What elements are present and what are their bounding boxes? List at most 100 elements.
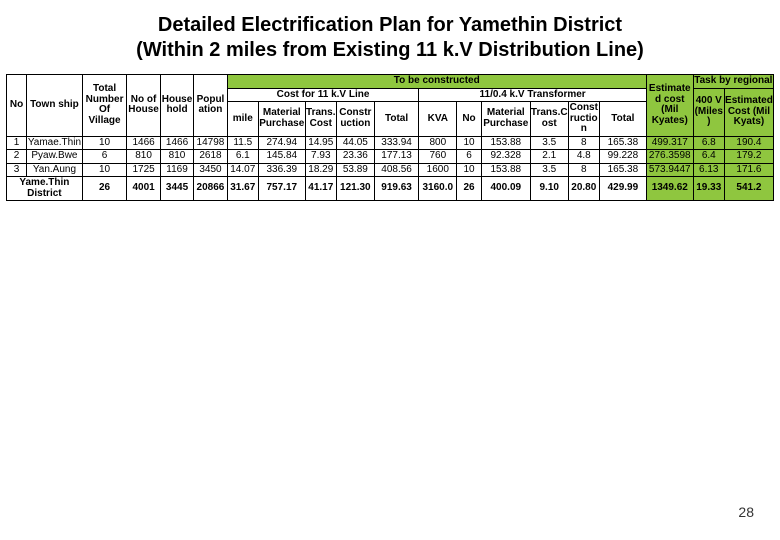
footer-cell-trans_cost2: 9.10 bbox=[530, 177, 568, 201]
footer-cell-population: 20866 bbox=[194, 177, 227, 201]
cell-house_hold: 1169 bbox=[160, 163, 193, 177]
cell-no: 1 bbox=[7, 136, 27, 150]
cell-mat_purchase1: 274.94 bbox=[258, 136, 305, 150]
footer-cell-mile: 31.67 bbox=[227, 177, 258, 201]
page-title-line2: (Within 2 miles from Existing 11 k.V Dis… bbox=[0, 39, 780, 74]
cell-population: 14798 bbox=[194, 136, 227, 150]
cell-kva: 1600 bbox=[419, 163, 457, 177]
cell-mile: 6.1 bbox=[227, 150, 258, 164]
hdr-construction-2: Construction bbox=[568, 102, 599, 137]
electrification-table: No Town ship Total Number Of Village No … bbox=[6, 74, 774, 201]
cell-township: Pyaw.Bwe bbox=[27, 150, 83, 164]
hdr-no-house: No of House bbox=[127, 75, 160, 137]
hdr-estimated-cost: Estimated cost (Mil Kyates) bbox=[646, 75, 693, 137]
hdr-trans-cost-2: Trans.Cost bbox=[530, 102, 568, 137]
cell-trans_cost2: 2.1 bbox=[530, 150, 568, 164]
cell-est_cost2: 190.4 bbox=[724, 136, 773, 150]
cell-est_cost2: 179.2 bbox=[724, 150, 773, 164]
hdr-construction-1: Construction bbox=[336, 102, 374, 137]
cell-f400v: 6.4 bbox=[693, 150, 724, 164]
cell-total2: 99.228 bbox=[599, 150, 646, 164]
table-row: 1Yamae.Thin10146614661479811.5274.9414.9… bbox=[7, 136, 774, 150]
footer-cell-mat_purchase1: 757.17 bbox=[258, 177, 305, 201]
table-footer-row: Yame.Thin District26400134452086631.6775… bbox=[7, 177, 774, 201]
hdr-to-be-constructed: To be constructed bbox=[227, 75, 646, 89]
cell-trans_cost1: 18.29 bbox=[305, 163, 336, 177]
page-title-line1: Detailed Electrification Plan for Yameth… bbox=[0, 0, 780, 39]
cell-constr2: 8 bbox=[568, 136, 599, 150]
hdr-400v: 400 V (Miles) bbox=[693, 88, 724, 136]
cell-est_cost: 276.3598 bbox=[646, 150, 693, 164]
hdr-est-cost2: Estimated Cost (Mil Kyats) bbox=[724, 88, 773, 136]
cell-tno: 10 bbox=[457, 163, 482, 177]
cell-kva: 760 bbox=[419, 150, 457, 164]
footer-cell-constr1: 121.30 bbox=[336, 177, 374, 201]
cell-total2: 165.38 bbox=[599, 136, 646, 150]
footer-cell-total_village: 26 bbox=[82, 177, 127, 201]
cell-house_hold: 810 bbox=[160, 150, 193, 164]
hdr-no2: No bbox=[457, 102, 482, 137]
cell-constr1: 23.36 bbox=[336, 150, 374, 164]
cell-trans_cost2: 3.5 bbox=[530, 136, 568, 150]
cell-constr1: 44.05 bbox=[336, 136, 374, 150]
hdr-house-hold: House hold bbox=[160, 75, 193, 137]
cell-no: 2 bbox=[7, 150, 27, 164]
hdr-mat-purchase-2: Material Purchase bbox=[481, 102, 530, 137]
cell-kva: 800 bbox=[419, 136, 457, 150]
cell-total1: 177.13 bbox=[374, 150, 419, 164]
cell-est_cost2: 171.6 bbox=[724, 163, 773, 177]
footer-cell-tno: 26 bbox=[457, 177, 482, 201]
cell-constr2: 4.8 bbox=[568, 150, 599, 164]
cell-no_house: 810 bbox=[127, 150, 160, 164]
table-row: 3Yan.Aung1017251169345014.07336.3918.295… bbox=[7, 163, 774, 177]
cell-no_house: 1466 bbox=[127, 136, 160, 150]
footer-cell-no_house: 4001 bbox=[127, 177, 160, 201]
hdr-cost-11kv: Cost for 11 k.V Line bbox=[227, 88, 419, 102]
footer-cell-constr2: 20.80 bbox=[568, 177, 599, 201]
footer-cell-trans_cost1: 41.17 bbox=[305, 177, 336, 201]
cell-no: 3 bbox=[7, 163, 27, 177]
cell-tno: 10 bbox=[457, 136, 482, 150]
hdr-township: Town ship bbox=[27, 75, 83, 137]
cell-est_cost: 499.317 bbox=[646, 136, 693, 150]
hdr-total-1: Total bbox=[374, 102, 419, 137]
cell-total_village: 6 bbox=[82, 150, 127, 164]
table-row: 2Pyaw.Bwe681081026186.1145.847.9323.3617… bbox=[7, 150, 774, 164]
cell-constr1: 53.89 bbox=[336, 163, 374, 177]
hdr-total-2: Total bbox=[599, 102, 646, 137]
cell-mat_purchase1: 336.39 bbox=[258, 163, 305, 177]
hdr-total-village: Total Number Of Village bbox=[82, 75, 127, 137]
cell-population: 2618 bbox=[194, 150, 227, 164]
hdr-population: Population bbox=[194, 75, 227, 137]
cell-mat_purchase2: 92.328 bbox=[481, 150, 530, 164]
footer-cell-f400v: 19.33 bbox=[693, 177, 724, 201]
cell-f400v: 6.8 bbox=[693, 136, 724, 150]
footer-cell-total1: 919.63 bbox=[374, 177, 419, 201]
cell-population: 3450 bbox=[194, 163, 227, 177]
footer-cell-township: Yame.Thin District bbox=[7, 177, 83, 201]
cell-total2: 165.38 bbox=[599, 163, 646, 177]
cell-township: Yamae.Thin bbox=[27, 136, 83, 150]
cell-est_cost: 573.9447 bbox=[646, 163, 693, 177]
cell-mat_purchase1: 145.84 bbox=[258, 150, 305, 164]
hdr-no: No bbox=[7, 75, 27, 137]
cell-total_village: 10 bbox=[82, 136, 127, 150]
cell-mat_purchase2: 153.88 bbox=[481, 136, 530, 150]
footer-cell-kva: 3160.0 bbox=[419, 177, 457, 201]
cell-mat_purchase2: 153.88 bbox=[481, 163, 530, 177]
cell-no_house: 1725 bbox=[127, 163, 160, 177]
hdr-mat-purchase-1: Material Purchase bbox=[258, 102, 305, 137]
footer-cell-est_cost2: 541.2 bbox=[724, 177, 773, 201]
cell-township: Yan.Aung bbox=[27, 163, 83, 177]
cell-trans_cost2: 3.5 bbox=[530, 163, 568, 177]
cell-total_village: 10 bbox=[82, 163, 127, 177]
footer-cell-est_cost: 1349.62 bbox=[646, 177, 693, 201]
cell-total1: 333.94 bbox=[374, 136, 419, 150]
cell-total1: 408.56 bbox=[374, 163, 419, 177]
footer-cell-house_hold: 3445 bbox=[160, 177, 193, 201]
hdr-transformer: 11/0.4 k.V Transformer bbox=[419, 88, 647, 102]
cell-constr2: 8 bbox=[568, 163, 599, 177]
hdr-trans-cost-1: Trans.Cost bbox=[305, 102, 336, 137]
cell-house_hold: 1466 bbox=[160, 136, 193, 150]
footer-cell-total2: 429.99 bbox=[599, 177, 646, 201]
